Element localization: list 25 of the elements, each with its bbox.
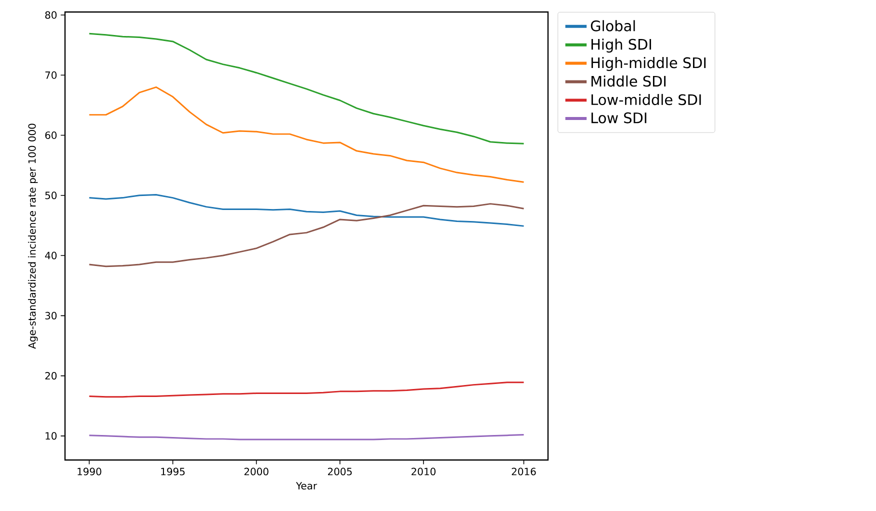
- y-tick-label: 10: [46, 432, 57, 440]
- y-tick-label: 30: [45, 312, 57, 320]
- x-axis-title: Year: [296, 482, 318, 490]
- x-tick-label: 2016: [512, 468, 536, 476]
- y-tick-label: 50: [45, 192, 57, 200]
- legend-label: Low-middle SDI: [592, 94, 701, 106]
- x-tick-label: 1990: [78, 468, 102, 476]
- line-series: [88, 32, 525, 144]
- legend-label: Middle SDI: [592, 75, 666, 87]
- line-series: [88, 203, 525, 268]
- y-tick-label: 80: [45, 11, 57, 19]
- legend-label: High-middle SDI: [592, 57, 706, 72]
- x-tick-label: 2005: [328, 468, 352, 476]
- legend-label: Global: [590, 20, 635, 32]
- y-tick-label: 60: [45, 131, 57, 140]
- y-tick-label: 40: [45, 252, 57, 260]
- legend-label: Low SDI: [592, 112, 646, 124]
- x-tick-label: 2000: [244, 468, 268, 476]
- x-tick-label: 2010: [412, 468, 436, 476]
- x-tick-label: 1995: [161, 468, 185, 476]
- legend-label: High SDI: [592, 38, 652, 53]
- y-tick-label: 20: [45, 372, 57, 380]
- y-axis-title: Age-standardized incidence rate per 100 000: [28, 124, 38, 349]
- line-series: [88, 86, 525, 183]
- y-tick-label: 70: [45, 71, 57, 79]
